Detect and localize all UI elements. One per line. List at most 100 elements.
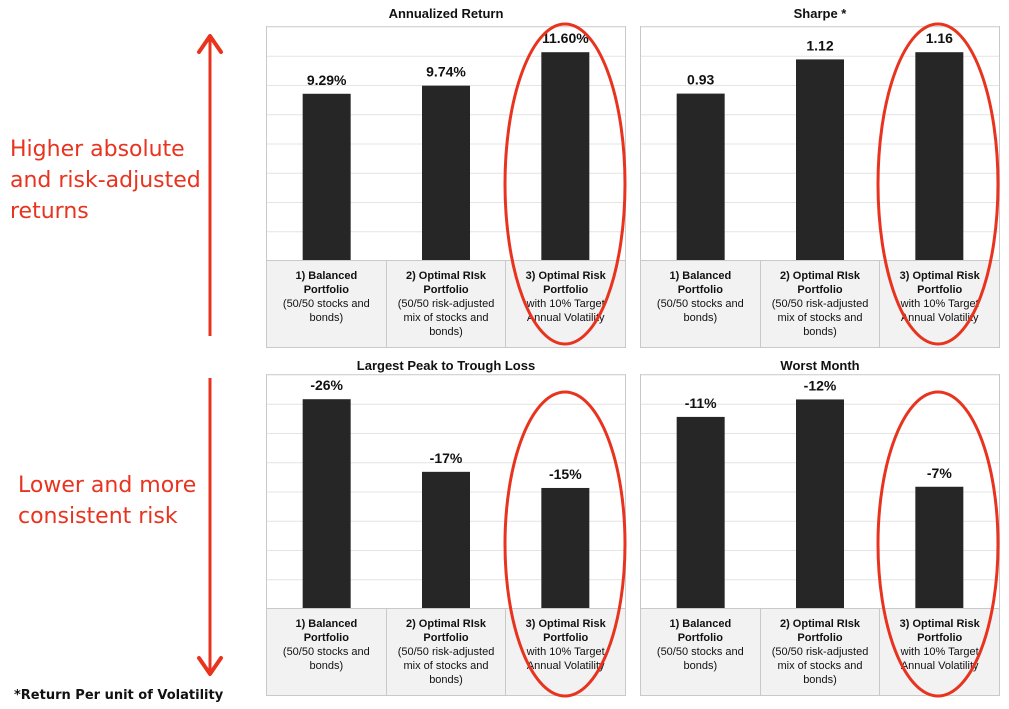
category-description: (50/50 stocks and [282, 646, 370, 658]
category-description: bonds) [429, 674, 463, 686]
category-description: (50/50 risk-adjusted [397, 298, 495, 310]
category-description: (50/50 risk-adjusted [771, 646, 869, 658]
tick-label: 2) Optimal RIsk Portfolio (50/50 risk-adju… [387, 261, 507, 347]
data-label: 1.12 [806, 37, 833, 53]
tick-label: 3) Optimal Risk Portfolio with 10% Target A… [880, 609, 999, 695]
annotation-line: Lower and more [18, 473, 197, 498]
category-name: Portfolio [303, 632, 349, 644]
category-description: mix of stocks and [777, 312, 863, 324]
footnote: *Return Per unit of Volatility [14, 688, 224, 703]
plot-area: -26% -17% -15% [267, 374, 625, 609]
plot-area: 0.93 1.12 1.16 [641, 26, 999, 262]
category-description: bonds) [683, 660, 718, 672]
category-name: 3) Optimal Risk [525, 618, 606, 630]
chart-title-worst-month: Worst Month [780, 358, 860, 373]
bar [915, 486, 964, 609]
data-label: -26% [310, 377, 343, 393]
chart-title-annualized-return: Annualized Return [388, 6, 504, 21]
annotation-line: returns [10, 199, 89, 224]
category-name: 2) Optimal RIsk [405, 618, 487, 630]
bar [541, 52, 590, 262]
worst-month-chart: -11% -12% -7% 1) Balanced Portfolio (50/50 s… [640, 374, 1000, 696]
bar [422, 85, 470, 262]
category-description: bonds) [803, 674, 837, 686]
tick-label: 1) Balanced Portfolio (50/50 stocks and bon… [267, 609, 387, 695]
category-description: bonds) [429, 326, 463, 338]
plot-area: 9.29% 9.74% 11.60% [267, 26, 625, 262]
category-description: bonds) [309, 660, 344, 672]
bar [676, 93, 725, 261]
category-name: 2) Optimal RIsk [779, 270, 861, 282]
category-description: bonds) [309, 312, 344, 324]
chart-title-peak-to-trough: Largest Peak to Trough Loss [356, 358, 536, 373]
data-label: -15% [549, 466, 582, 482]
category-description: (50/50 stocks and [656, 646, 744, 658]
data-label: -17% [430, 450, 463, 466]
category-description: bonds) [803, 326, 837, 338]
bar [676, 416, 725, 609]
category-description: with 10% Target [526, 646, 605, 658]
category-name: 1) Balanced [669, 270, 732, 282]
peak-to-trough-chart: -26% -17% -15% 1) Balanced Portfolio (50/50 … [266, 374, 626, 696]
category-description: bonds) [683, 312, 718, 324]
chart-title-sharpe: Sharpe * [793, 6, 847, 21]
bar [915, 52, 964, 262]
category-name: 1) Balanced [295, 618, 358, 630]
data-label: 9.74% [426, 64, 466, 80]
category-name: Portfolio [677, 284, 723, 296]
category-axis: 1) Balanced Portfolio (50/50 stocks and bon… [267, 260, 625, 347]
category-description: Annual Volatility [900, 312, 979, 324]
category-name: 3) Optimal Risk [525, 270, 606, 282]
category-description: (50/50 stocks and [282, 298, 370, 310]
tick-label: 2) Optimal RIsk Portfolio (50/50 risk-adju… [761, 609, 881, 695]
category-description: (50/50 risk-adjusted [397, 646, 495, 658]
category-description: (50/50 risk-adjusted [771, 298, 869, 310]
sharpe-chart: 0.93 1.12 1.16 1) Balanced Portfolio (50/50 … [640, 26, 1000, 348]
category-name: Portfolio [797, 284, 843, 296]
category-name: 2) Optimal RIsk [405, 270, 487, 282]
tick-label: 1) Balanced Portfolio (50/50 stocks and bon… [641, 609, 761, 695]
tick-label: 3) Optimal Risk Portfolio with 10% Target A… [506, 261, 625, 347]
tick-label: 2) Optimal RIsk Portfolio (50/50 risk-adju… [761, 261, 881, 347]
data-label: 0.93 [687, 72, 714, 88]
category-axis: 1) Balanced Portfolio (50/50 stocks and bon… [641, 260, 999, 347]
category-name: Portfolio [423, 632, 469, 644]
category-name: Portfolio [303, 284, 349, 296]
bar [796, 399, 844, 609]
tick-label: 3) Optimal Risk Portfolio with 10% Target A… [880, 261, 999, 347]
category-axis: 1) Balanced Portfolio (50/50 stocks and bon… [267, 608, 625, 695]
annotation-line: consistent risk [18, 504, 178, 529]
bar [302, 93, 351, 261]
category-description: with 10% Target [900, 646, 979, 658]
category-name: 3) Optimal Risk [899, 270, 980, 282]
category-description: with 10% Target [526, 298, 605, 310]
category-name: Portfolio [543, 284, 589, 296]
annotation-line: and risk-adjusted [10, 168, 201, 193]
category-name: Portfolio [543, 632, 589, 644]
category-name: 1) Balanced [295, 270, 358, 282]
plot-area: -11% -12% -7% [641, 374, 999, 609]
tick-label: 1) Balanced Portfolio (50/50 stocks and bon… [267, 261, 387, 347]
category-description: Annual Volatility [900, 660, 979, 672]
bar [796, 59, 844, 262]
category-description: with 10% Target [900, 298, 979, 310]
tick-label: 1) Balanced Portfolio (50/50 stocks and bon… [641, 261, 761, 347]
category-description: mix of stocks and [403, 312, 489, 324]
up-arrow-icon [197, 34, 223, 336]
category-description: Annual Volatility [526, 660, 605, 672]
data-label: 1.16 [926, 30, 953, 46]
bar [422, 471, 470, 609]
annotation-line: Higher absolute [10, 137, 185, 162]
category-name: 2) Optimal RIsk [779, 618, 861, 630]
down-arrow-icon [197, 378, 223, 676]
data-label: 9.29% [307, 72, 347, 88]
category-name: Portfolio [677, 632, 723, 644]
category-name: Portfolio [917, 284, 963, 296]
top-annotation: Higher absolute and risk-adjusted return… [10, 134, 201, 227]
data-label: -7% [927, 465, 952, 481]
category-name: Portfolio [423, 284, 469, 296]
category-name: Portfolio [797, 632, 843, 644]
category-name: 3) Optimal Risk [899, 618, 980, 630]
bar [302, 399, 351, 609]
data-label: -12% [804, 377, 837, 393]
